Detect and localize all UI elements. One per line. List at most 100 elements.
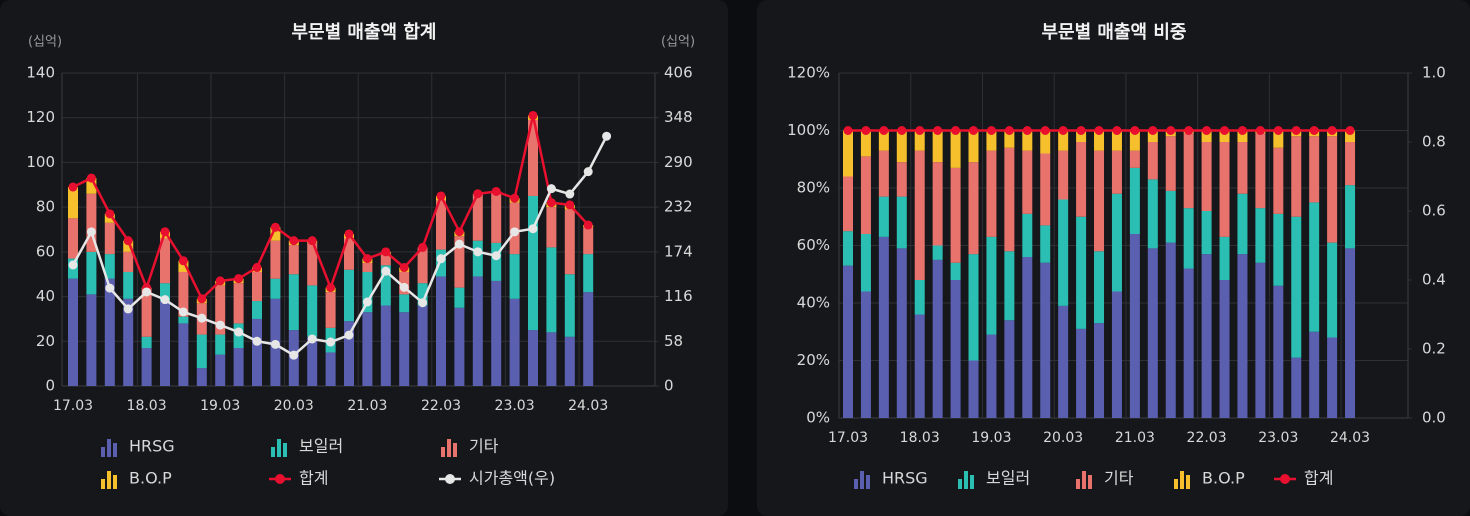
- y2-tick-label: 348: [664, 108, 693, 126]
- line-point: [473, 189, 483, 199]
- bar-segment: [932, 162, 943, 246]
- bar-segment: [380, 265, 391, 306]
- y-tick-label: 60%: [797, 236, 830, 254]
- bar-segment: [104, 254, 115, 279]
- bar-segment: [860, 291, 871, 418]
- line-point: [326, 337, 336, 347]
- bar-segment: [215, 285, 226, 335]
- bar-segment: [288, 274, 299, 331]
- legend-icon: [441, 447, 445, 457]
- line-point: [436, 191, 446, 201]
- legend-label: 보일러: [299, 437, 343, 456]
- bar-segment: [528, 119, 538, 196]
- legend-icon: [101, 479, 105, 489]
- bar-segment: [1111, 291, 1122, 418]
- bar-segment: [215, 334, 226, 355]
- bar-segment: [1327, 136, 1338, 243]
- line-point: [105, 209, 115, 219]
- bar-segment: [233, 283, 244, 324]
- bar-segment: [380, 254, 391, 266]
- bar-segment: [932, 130, 943, 163]
- y2-tick-label: 232: [664, 198, 693, 216]
- bar-segment: [1165, 242, 1176, 418]
- y2-tick-label: 0: [664, 377, 674, 395]
- line-point: [933, 126, 943, 135]
- bar-segment: [1345, 248, 1356, 418]
- y-tick-label: 40: [36, 287, 55, 305]
- bar-segment: [417, 283, 428, 306]
- line-point: [86, 227, 96, 237]
- line-point: [1291, 126, 1301, 135]
- line-point: [1004, 126, 1014, 135]
- y-tick-label: 60: [36, 242, 55, 260]
- bar-segment: [1237, 193, 1248, 255]
- line-point: [1076, 126, 1086, 135]
- line-point: [344, 330, 354, 340]
- bar-segment: [986, 150, 997, 237]
- y2-tick-label: 0.6: [1422, 202, 1446, 220]
- legend-label: HRSG: [882, 469, 928, 488]
- bar-segment: [472, 240, 483, 277]
- line-point: [565, 189, 575, 199]
- bar-segment: [104, 222, 115, 255]
- legend-icon: [445, 474, 455, 484]
- bar-segment: [1183, 268, 1194, 418]
- line-point: [215, 276, 225, 286]
- bar-segment: [528, 195, 538, 331]
- legend-icon: [107, 439, 111, 457]
- chart-title: 부문별 매출액 비중: [1041, 22, 1186, 43]
- x-tick-label: 24.03: [1330, 430, 1370, 446]
- legend-icon: [275, 474, 285, 484]
- line-point: [399, 282, 409, 292]
- bar-segment: [914, 150, 925, 280]
- line-point: [969, 126, 979, 135]
- bar-segment: [583, 254, 594, 293]
- line-point: [1327, 126, 1337, 135]
- line-point: [234, 274, 244, 284]
- bar-segment: [1076, 130, 1087, 142]
- bar-segment: [1058, 199, 1069, 306]
- bar-segment: [896, 196, 907, 249]
- bar-segment: [986, 130, 997, 151]
- y-tick-label: 120: [26, 108, 55, 126]
- legend-label: 합계: [299, 469, 328, 488]
- bar-segment: [1076, 216, 1087, 329]
- line-point: [160, 295, 170, 305]
- y2-tick-label: 174: [664, 242, 693, 260]
- line-point: [951, 126, 961, 135]
- bar-segment: [1165, 136, 1176, 191]
- line-point: [510, 193, 520, 203]
- bar-segment: [1111, 130, 1122, 151]
- line-point: [68, 260, 78, 270]
- legend-label: 기타: [1104, 469, 1134, 488]
- bar-segment: [123, 251, 134, 272]
- bar-segment: [564, 274, 575, 337]
- bar-segment: [178, 316, 189, 324]
- line-point: [1309, 126, 1319, 135]
- line-point: [1255, 126, 1265, 135]
- bar-segment: [380, 305, 391, 386]
- bar-segment: [546, 247, 557, 333]
- bar-segment: [1237, 254, 1248, 418]
- bar-segment: [123, 271, 134, 299]
- bar-segment: [288, 245, 299, 275]
- legend-icon: [860, 471, 864, 489]
- legend-label: 보일러: [986, 469, 1030, 488]
- bar-segment: [307, 336, 318, 386]
- legend-icon: [854, 479, 858, 489]
- bar-segment: [160, 238, 170, 284]
- line-point: [915, 126, 925, 135]
- bar-segment: [454, 307, 465, 386]
- bar-segment: [968, 254, 979, 361]
- bar-segment: [1219, 236, 1230, 280]
- bar-segment: [472, 193, 483, 241]
- line-point: [362, 254, 372, 264]
- bar-segment: [160, 301, 170, 386]
- bar-segment: [528, 330, 538, 386]
- bar-segment: [1004, 147, 1015, 252]
- line-point: [123, 304, 133, 314]
- bar-segment: [325, 352, 336, 386]
- line-point: [879, 126, 889, 135]
- y-tick-label: 40%: [797, 294, 830, 312]
- line-point: [436, 254, 446, 264]
